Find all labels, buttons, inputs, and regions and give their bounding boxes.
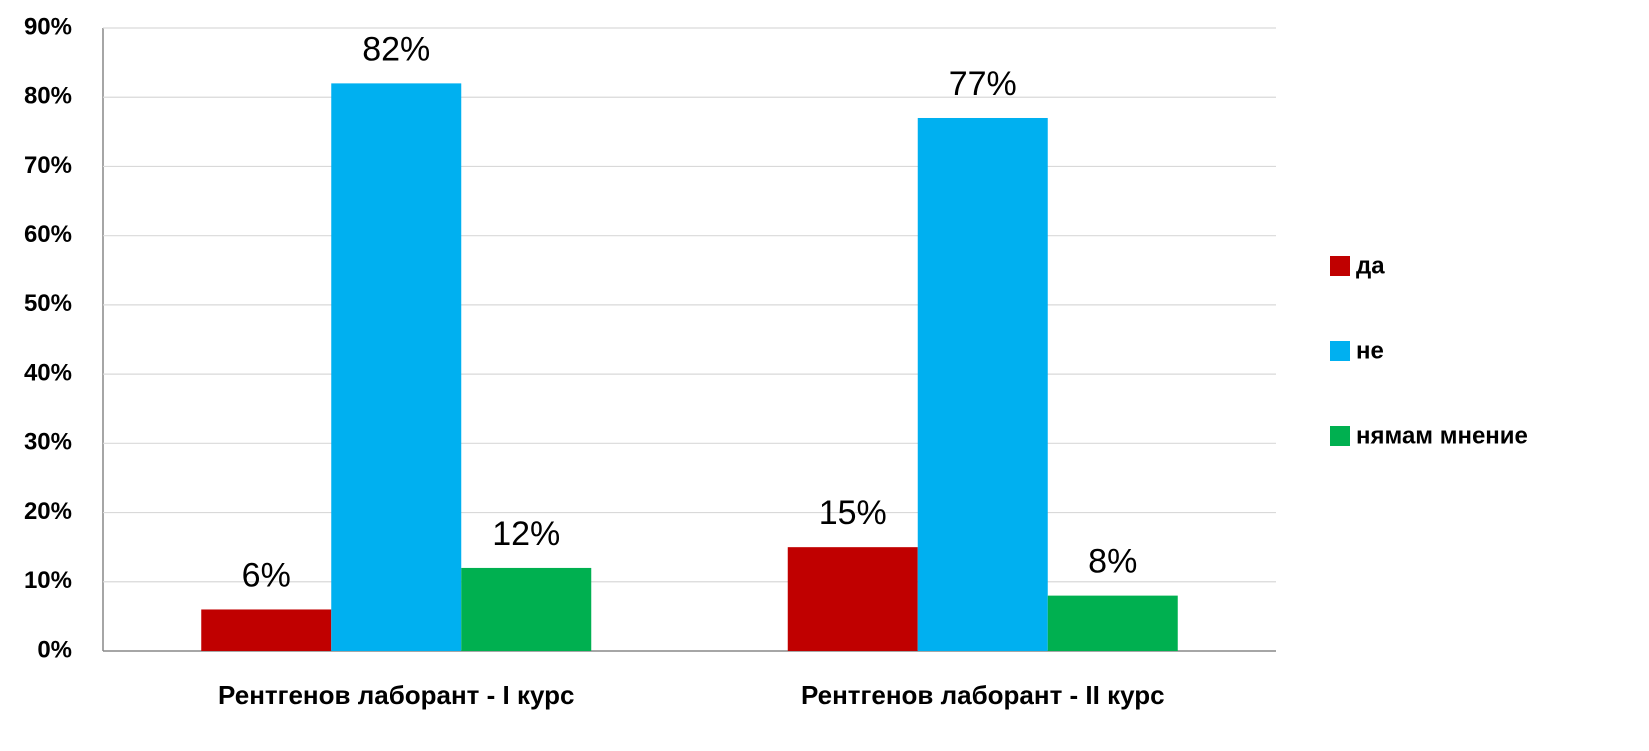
legend-swatch [1330,256,1350,276]
y-tick-label: 80% [24,83,72,110]
legend-label: не [1356,337,1384,364]
data-label: 82% [362,30,430,68]
data-label: 6% [242,556,291,594]
y-tick-label: 60% [24,221,72,248]
y-tick-label: 70% [24,152,72,179]
bar [461,567,592,651]
data-label: 8% [1088,543,1137,581]
legend-label: да [1356,252,1385,279]
data-label: 12% [492,515,560,553]
y-tick-label: 20% [24,498,72,525]
x-tick-label: Рентгенов лаборант - I курс [218,680,574,710]
y-tick-label: 0% [37,636,72,663]
bar [1047,595,1178,651]
bar [787,547,918,651]
bar [201,609,332,651]
data-label: 15% [819,494,887,532]
bar [917,117,1048,651]
data-label: 77% [949,65,1017,103]
y-tick-label: 40% [24,359,72,386]
legend-swatch [1330,341,1350,361]
x-tick-label: Рентгенов лаборант - II курс [801,680,1165,710]
y-tick-label: 90% [24,13,72,40]
y-tick-label: 10% [24,567,72,594]
y-tick-label: 50% [24,290,72,317]
legend-swatch [1330,426,1350,446]
bar [331,83,462,651]
y-tick-label: 30% [24,429,72,456]
legend-label: нямам мнение [1356,422,1528,449]
